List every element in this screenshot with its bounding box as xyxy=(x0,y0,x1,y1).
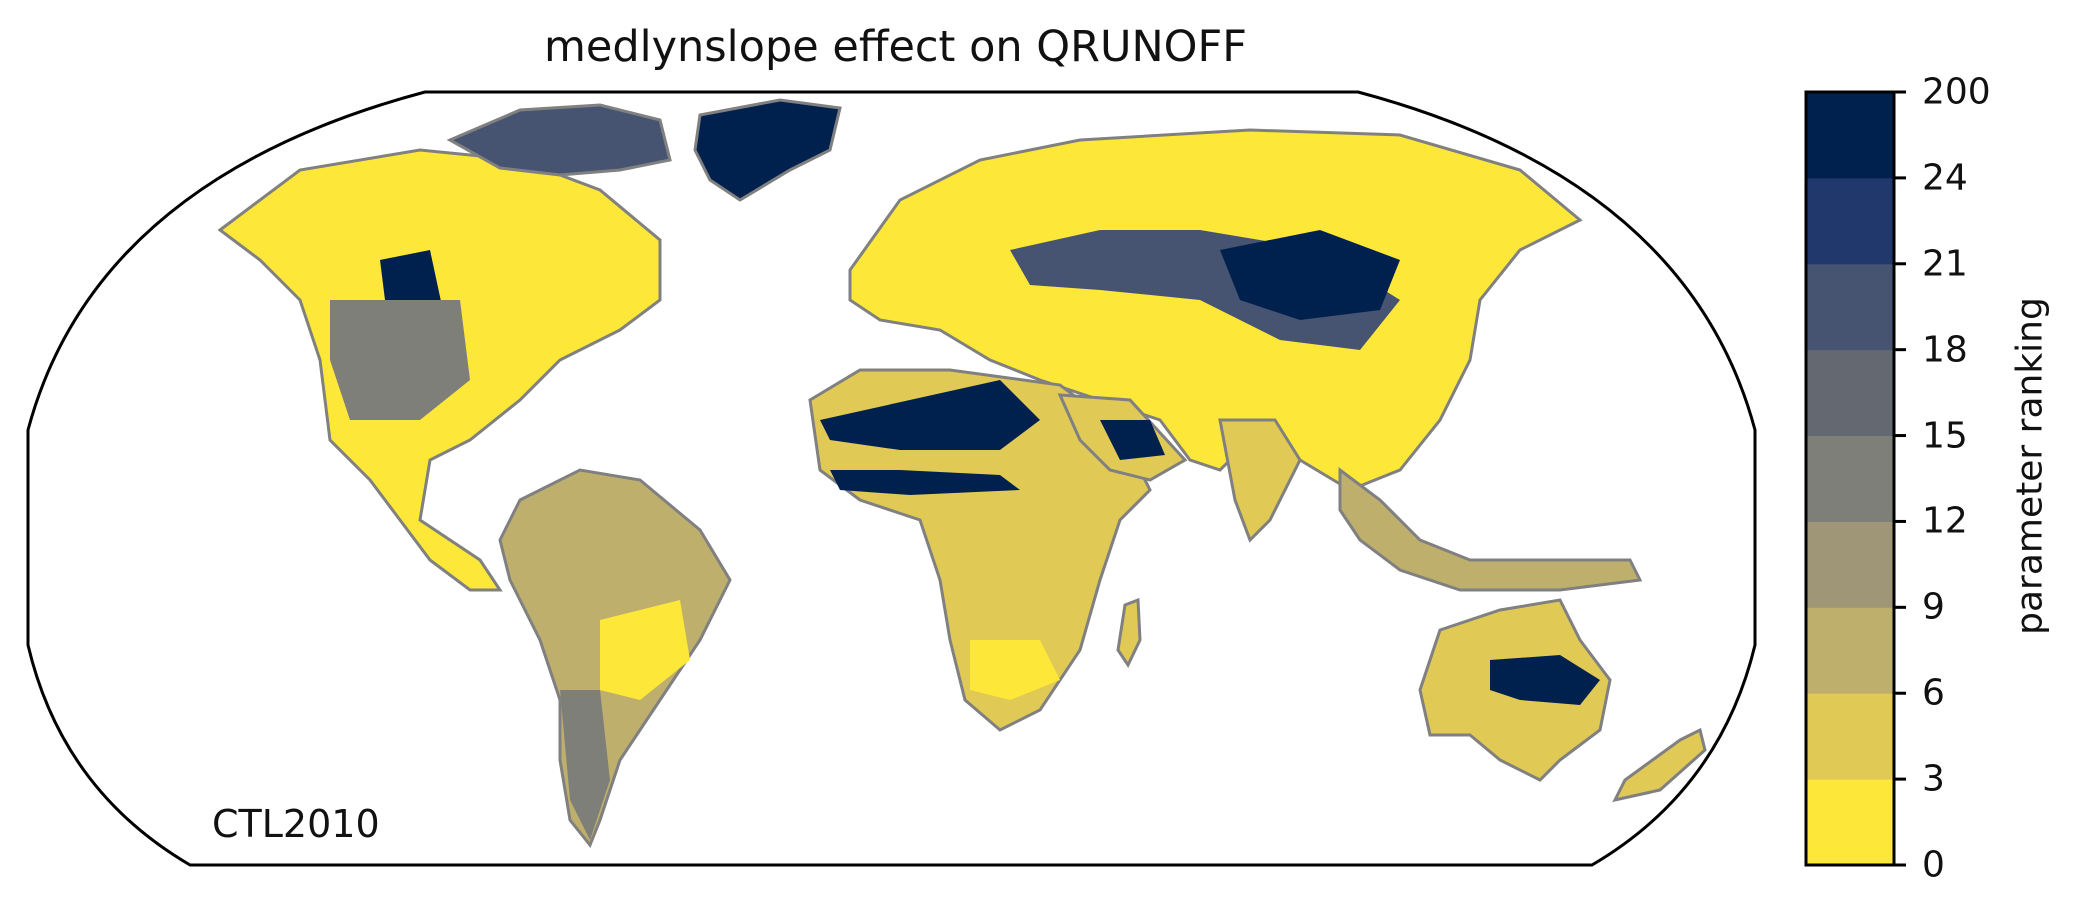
colorbar-tick-label: 18 xyxy=(1922,329,1968,371)
patch-arabia xyxy=(1100,420,1165,460)
patch-great-plains xyxy=(330,300,470,420)
colorbar-tick-label: 3 xyxy=(1922,758,1945,800)
map-frame xyxy=(26,90,1757,867)
colorbar-tick-label: 6 xyxy=(1922,672,1945,714)
colorbar-segment xyxy=(1806,607,1894,694)
patch-australia xyxy=(1490,655,1600,705)
scenario-label: CTL2010 xyxy=(212,802,380,846)
colorbar-tick-label: 21 xyxy=(1922,243,1968,285)
colorbar-segment xyxy=(1806,177,1894,265)
land-greenland xyxy=(693,98,842,202)
colorbar-segment xyxy=(1806,779,1894,866)
colorbar-tick-label: 24 xyxy=(1922,157,1968,199)
patch-brazil xyxy=(600,600,690,700)
land-madagascar xyxy=(1116,597,1142,669)
colorbar-tick-label: 15 xyxy=(1922,415,1968,457)
land-india xyxy=(1218,418,1302,543)
colorbar xyxy=(1806,90,1906,867)
colorbar-segment xyxy=(1806,92,1894,179)
colorbar-segment xyxy=(1806,263,1894,351)
colorbar-segment xyxy=(1806,349,1894,437)
colorbar-segment xyxy=(1806,435,1894,522)
map-title: medlynslope effect on QRUNOFF xyxy=(544,22,1247,72)
colorbar-tick-label: 0 xyxy=(1922,844,1945,886)
colorbar-tick-label: 12 xyxy=(1922,500,1968,542)
patch-sahara xyxy=(820,380,1040,450)
patch-southern-africa xyxy=(970,640,1060,700)
colorbar-segment xyxy=(1806,521,1894,608)
land-new-zealand xyxy=(1612,727,1707,803)
patch-sahel xyxy=(830,470,1020,495)
colorbar-tick-label: 9 xyxy=(1922,586,1945,628)
land-arctic-islands xyxy=(446,103,672,177)
colorbar-border xyxy=(1804,90,1896,867)
land-eurasia xyxy=(848,128,1583,492)
colorbar-label: parameter ranking xyxy=(2009,297,2051,635)
land-se-asia xyxy=(1338,467,1643,592)
land-cells xyxy=(217,98,1707,848)
colorbar-tick-label: 200 xyxy=(1922,71,1991,113)
patch-andes xyxy=(560,690,610,840)
patch-mongolia xyxy=(1220,230,1400,320)
colorbar-segment xyxy=(1806,693,1894,780)
